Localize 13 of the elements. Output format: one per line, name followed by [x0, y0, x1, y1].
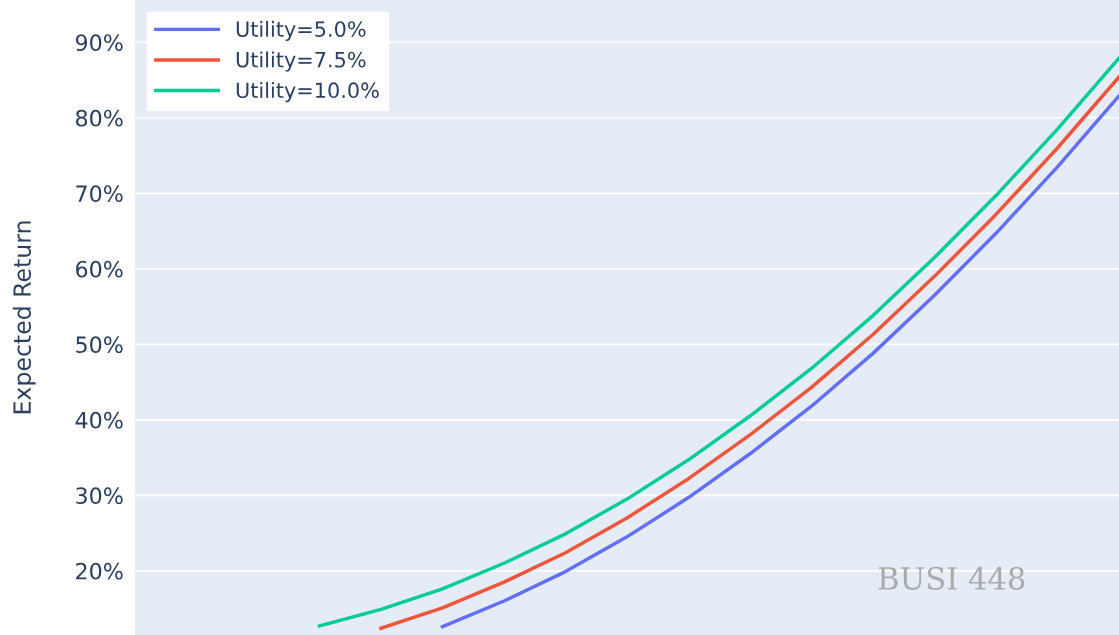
- y-tick-label: 80%: [76, 109, 123, 127]
- y-tick-label: 50%: [76, 336, 123, 354]
- y-tick-label: 90%: [75, 34, 123, 52]
- y-tick-label: 20%: [76, 562, 123, 580]
- legend-label: Utility=7.5%: [236, 51, 366, 72]
- y-tick-label: 40%: [75, 411, 123, 429]
- y-tick-label: 70%: [76, 185, 123, 203]
- y-tick-label: 30%: [76, 487, 123, 505]
- annotation: BUSI 448: [878, 566, 1025, 590]
- legend-label: Utility=10.0%: [236, 81, 379, 103]
- y-axis-title: Expected Return: [12, 221, 36, 414]
- legend-label: Utility=5.0%: [236, 20, 366, 41]
- y-tick-label: 60%: [76, 260, 123, 278]
